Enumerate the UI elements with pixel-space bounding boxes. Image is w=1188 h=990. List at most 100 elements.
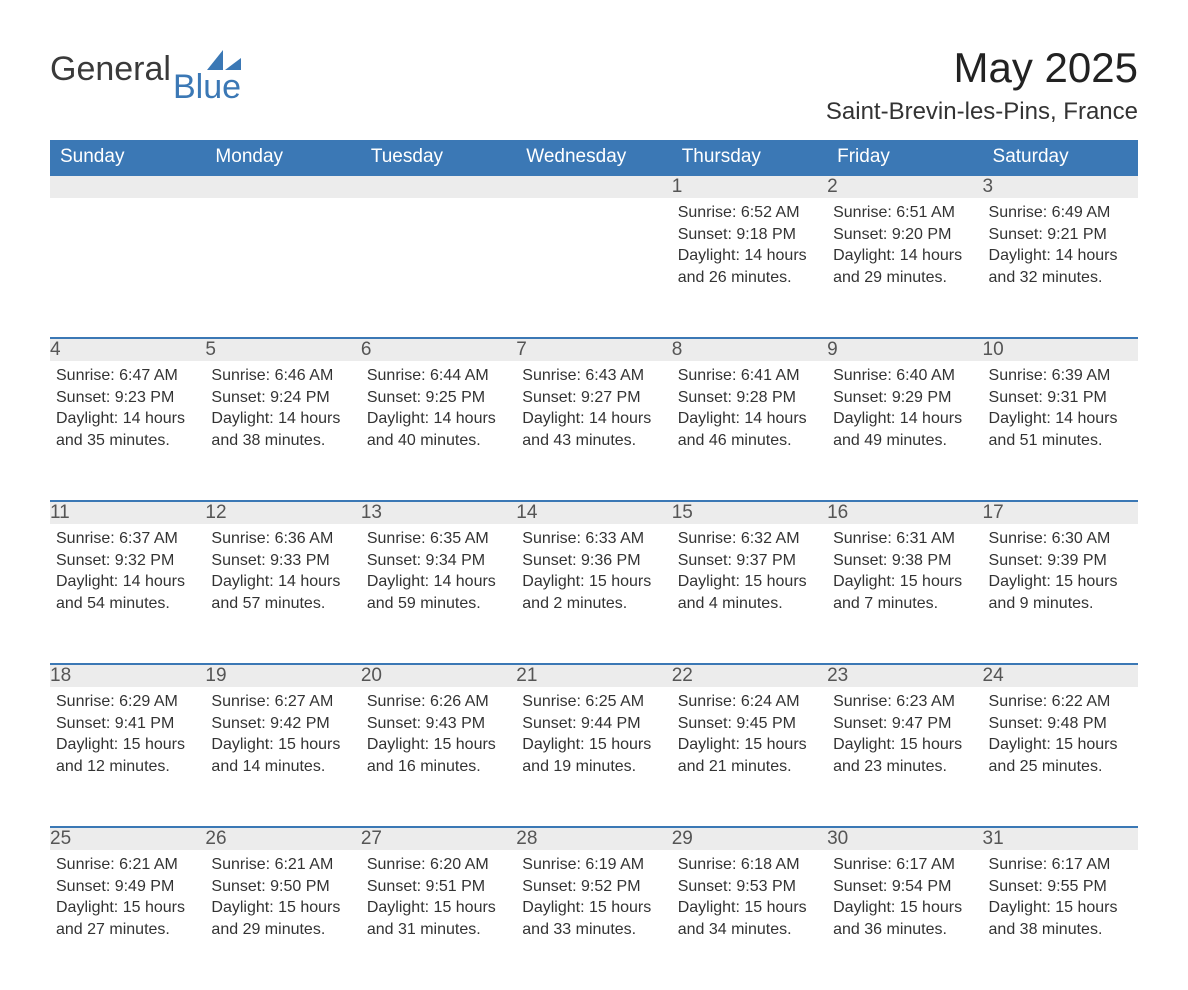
- sunrise-text: Sunrise: 6:22 AM: [989, 691, 1132, 713]
- sunset-text: Sunset: 9:25 PM: [367, 387, 510, 409]
- day-cell: Sunrise: 6:36 AMSunset: 9:33 PMDaylight:…: [205, 524, 360, 664]
- day-number-cell: 9: [827, 338, 982, 361]
- sunset-text: Sunset: 9:49 PM: [56, 876, 199, 898]
- weekday-header: Monday: [205, 140, 360, 175]
- sunrise-text: Sunrise: 6:36 AM: [211, 528, 354, 550]
- day-number-cell: 30: [827, 827, 982, 850]
- sunset-text: Sunset: 9:48 PM: [989, 713, 1132, 735]
- day-number-cell: 13: [361, 501, 516, 524]
- sunrise-text: Sunrise: 6:18 AM: [678, 854, 821, 876]
- sunrise-text: Sunrise: 6:30 AM: [989, 528, 1132, 550]
- location-subtitle: Saint-Brevin-les-Pins, France: [826, 98, 1138, 126]
- sunset-text: Sunset: 9:20 PM: [833, 224, 976, 246]
- sunrise-text: Sunrise: 6:46 AM: [211, 365, 354, 387]
- sunrise-text: Sunrise: 6:21 AM: [56, 854, 199, 876]
- sunset-text: Sunset: 9:53 PM: [678, 876, 821, 898]
- sunset-text: Sunset: 9:47 PM: [833, 713, 976, 735]
- daylight-text: Daylight: 15 hours and 2 minutes.: [522, 571, 665, 614]
- sunset-text: Sunset: 9:32 PM: [56, 550, 199, 572]
- sunset-text: Sunset: 9:42 PM: [211, 713, 354, 735]
- day-number-cell: 31: [983, 827, 1138, 850]
- day-number-cell: [50, 175, 205, 198]
- sunrise-text: Sunrise: 6:40 AM: [833, 365, 976, 387]
- sunset-text: Sunset: 9:44 PM: [522, 713, 665, 735]
- day-cell: Sunrise: 6:20 AMSunset: 9:51 PMDaylight:…: [361, 850, 516, 990]
- day-number-cell: 23: [827, 664, 982, 687]
- day-cell: Sunrise: 6:23 AMSunset: 9:47 PMDaylight:…: [827, 687, 982, 827]
- day-number-cell: 26: [205, 827, 360, 850]
- day-cell: Sunrise: 6:43 AMSunset: 9:27 PMDaylight:…: [516, 361, 671, 501]
- sunrise-text: Sunrise: 6:35 AM: [367, 528, 510, 550]
- daylight-text: Daylight: 14 hours and 40 minutes.: [367, 408, 510, 451]
- day-cell: Sunrise: 6:24 AMSunset: 9:45 PMDaylight:…: [672, 687, 827, 827]
- daylight-text: Daylight: 15 hours and 14 minutes.: [211, 734, 354, 777]
- daylight-text: Daylight: 15 hours and 38 minutes.: [989, 897, 1132, 940]
- day-cell: Sunrise: 6:26 AMSunset: 9:43 PMDaylight:…: [361, 687, 516, 827]
- sunrise-text: Sunrise: 6:37 AM: [56, 528, 199, 550]
- daylight-text: Daylight: 15 hours and 36 minutes.: [833, 897, 976, 940]
- daylight-text: Daylight: 15 hours and 9 minutes.: [989, 571, 1132, 614]
- day-number-cell: 2: [827, 175, 982, 198]
- day-number-cell: [361, 175, 516, 198]
- sunrise-text: Sunrise: 6:24 AM: [678, 691, 821, 713]
- daylight-text: Daylight: 15 hours and 23 minutes.: [833, 734, 976, 777]
- sunset-text: Sunset: 9:54 PM: [833, 876, 976, 898]
- day-cell: [516, 198, 671, 338]
- daylight-text: Daylight: 15 hours and 34 minutes.: [678, 897, 821, 940]
- sunrise-text: Sunrise: 6:41 AM: [678, 365, 821, 387]
- day-cell: [205, 198, 360, 338]
- day-cell: Sunrise: 6:47 AMSunset: 9:23 PMDaylight:…: [50, 361, 205, 501]
- sunset-text: Sunset: 9:39 PM: [989, 550, 1132, 572]
- weekday-header: Tuesday: [361, 140, 516, 175]
- sunset-text: Sunset: 9:31 PM: [989, 387, 1132, 409]
- daylight-text: Daylight: 14 hours and 46 minutes.: [678, 408, 821, 451]
- day-cell: Sunrise: 6:17 AMSunset: 9:55 PMDaylight:…: [983, 850, 1138, 990]
- day-number-cell: 3: [983, 175, 1138, 198]
- day-number-cell: 15: [672, 501, 827, 524]
- sunset-text: Sunset: 9:18 PM: [678, 224, 821, 246]
- daylight-text: Daylight: 15 hours and 19 minutes.: [522, 734, 665, 777]
- weekday-header: Saturday: [983, 140, 1138, 175]
- day-cell: Sunrise: 6:18 AMSunset: 9:53 PMDaylight:…: [672, 850, 827, 990]
- sunset-text: Sunset: 9:41 PM: [56, 713, 199, 735]
- daylight-text: Daylight: 14 hours and 26 minutes.: [678, 245, 821, 288]
- day-cell: Sunrise: 6:19 AMSunset: 9:52 PMDaylight:…: [516, 850, 671, 990]
- sail-left-icon: [207, 50, 223, 70]
- sunset-text: Sunset: 9:21 PM: [989, 224, 1132, 246]
- sunrise-text: Sunrise: 6:23 AM: [833, 691, 976, 713]
- day-number-cell: 1: [672, 175, 827, 198]
- weekday-header: Friday: [827, 140, 982, 175]
- day-number-cell: 24: [983, 664, 1138, 687]
- day-number-cell: 5: [205, 338, 360, 361]
- day-cell: Sunrise: 6:21 AMSunset: 9:49 PMDaylight:…: [50, 850, 205, 990]
- day-cell: Sunrise: 6:39 AMSunset: 9:31 PMDaylight:…: [983, 361, 1138, 501]
- day-cell: Sunrise: 6:32 AMSunset: 9:37 PMDaylight:…: [672, 524, 827, 664]
- sunset-text: Sunset: 9:51 PM: [367, 876, 510, 898]
- day-number-cell: 29: [672, 827, 827, 850]
- day-number-cell: 19: [205, 664, 360, 687]
- sunrise-text: Sunrise: 6:17 AM: [989, 854, 1132, 876]
- brand-logo: General Blue: [50, 30, 241, 101]
- day-number-cell: 8: [672, 338, 827, 361]
- daylight-text: Daylight: 14 hours and 49 minutes.: [833, 408, 976, 451]
- daylight-text: Daylight: 15 hours and 16 minutes.: [367, 734, 510, 777]
- sunrise-text: Sunrise: 6:49 AM: [989, 202, 1132, 224]
- day-cell: Sunrise: 6:49 AMSunset: 9:21 PMDaylight:…: [983, 198, 1138, 338]
- day-number-cell: 20: [361, 664, 516, 687]
- calendar-table: SundayMondayTuesdayWednesdayThursdayFrid…: [50, 140, 1138, 990]
- sunset-text: Sunset: 9:28 PM: [678, 387, 821, 409]
- sunrise-text: Sunrise: 6:19 AM: [522, 854, 665, 876]
- day-number-cell: 10: [983, 338, 1138, 361]
- day-number-cell: 14: [516, 501, 671, 524]
- sunset-text: Sunset: 9:27 PM: [522, 387, 665, 409]
- day-number-cell: [205, 175, 360, 198]
- sunset-text: Sunset: 9:43 PM: [367, 713, 510, 735]
- daylight-text: Daylight: 15 hours and 31 minutes.: [367, 897, 510, 940]
- sunrise-text: Sunrise: 6:44 AM: [367, 365, 510, 387]
- daylight-text: Daylight: 15 hours and 12 minutes.: [56, 734, 199, 777]
- sunrise-text: Sunrise: 6:20 AM: [367, 854, 510, 876]
- daylight-text: Daylight: 14 hours and 57 minutes.: [211, 571, 354, 614]
- month-title: May 2025: [826, 44, 1138, 92]
- sunset-text: Sunset: 9:45 PM: [678, 713, 821, 735]
- sunrise-text: Sunrise: 6:33 AM: [522, 528, 665, 550]
